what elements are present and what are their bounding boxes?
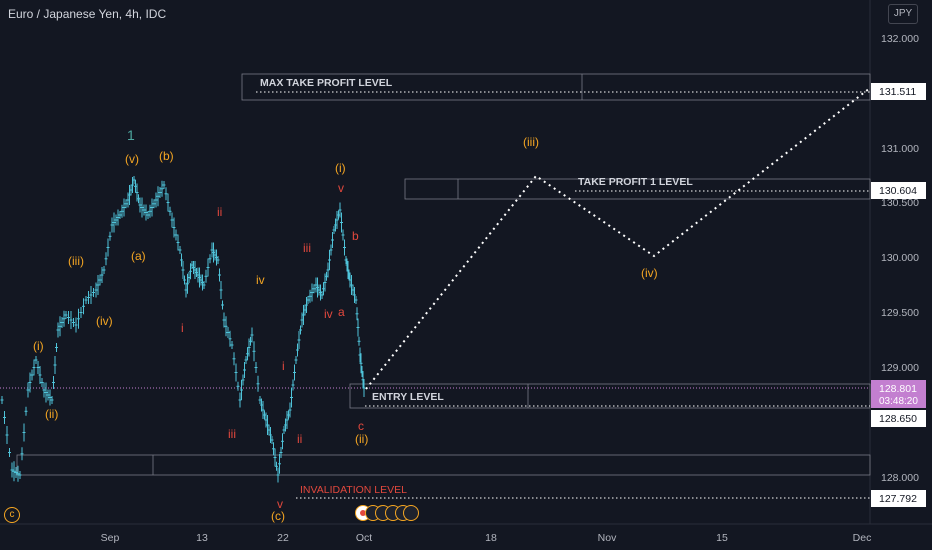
currency-button[interactable]: JPY (888, 4, 918, 24)
entry-price-label: 128.650 (879, 413, 917, 425)
candles (0, 176, 366, 483)
wave-label: c (358, 419, 364, 433)
time-axis[interactable]: Sep 13 22 Oct 18 Nov 15 Dec (101, 532, 872, 544)
wave-label: (iv) (96, 314, 113, 328)
current-price-label-bg (871, 380, 926, 408)
level-labels: MAX TAKE PROFIT LEVEL TAKE PROFIT 1 LEVE… (260, 77, 693, 496)
wave-label: iv (256, 273, 265, 287)
wave-label: ii (297, 432, 302, 446)
wave-label: iv (324, 307, 333, 321)
time-tick: Sep (101, 532, 120, 544)
countdown-label: 03:48:20 (879, 396, 918, 407)
wave-label: (iii) (68, 254, 84, 268)
wave-labels: 1 (v) (b) (iii) (a) (iv) (i) (ii) ii i i… (33, 127, 658, 523)
wave-label: 1 (127, 127, 135, 143)
zone-rectangles (16, 73, 871, 476)
level-lines (256, 91, 870, 499)
wave-label: v (338, 181, 344, 195)
wave-label: v (277, 497, 283, 511)
max-tp-price-label-bg (871, 83, 926, 100)
entry-zone[interactable] (349, 383, 871, 409)
wave-label: (i) (33, 339, 44, 353)
wave-label: (iv) (641, 266, 658, 280)
wave-label: a (338, 305, 345, 319)
wave-label: (v) (125, 152, 139, 166)
price-tick: 129.000 (881, 362, 919, 374)
price-tick: 130.000 (881, 252, 919, 264)
price-axis[interactable]: 132.000 131.000 130.500 130.000 129.500 … (881, 33, 919, 484)
time-tick: 13 (196, 532, 208, 544)
wave-label: (ii) (45, 407, 58, 421)
wave-label: i (282, 359, 285, 373)
wave-label: (ii) (355, 432, 368, 446)
price-tick: 130.500 (881, 197, 919, 209)
wave-label: iii (303, 241, 311, 255)
current-price-label: 128.801 (879, 383, 917, 395)
time-tick: Nov (598, 532, 617, 544)
wave-label: (iii) (523, 135, 539, 149)
price-axis-labels: 131.511 130.604 128.650 127.792 128.801 … (871, 83, 926, 507)
wave-c-badge[interactable]: c (4, 507, 20, 523)
tp1-price-label-bg (871, 182, 926, 199)
time-tick: 18 (485, 532, 497, 544)
time-tick: 22 (277, 532, 289, 544)
wave-label: ii (217, 205, 222, 219)
wave-label: (a) (131, 249, 146, 263)
event-markers[interactable] (355, 505, 419, 523)
price-tick: 128.000 (881, 472, 919, 484)
invalidation-price-label-bg (871, 490, 926, 507)
wave-label: iii (228, 427, 236, 441)
tp1-label: TAKE PROFIT 1 LEVEL (578, 176, 693, 188)
tp1-zone[interactable] (404, 178, 871, 200)
invalidation-price-label: 127.792 (879, 493, 917, 505)
wave-label: (i) (335, 161, 346, 175)
max-tp-label: MAX TAKE PROFIT LEVEL (260, 77, 393, 89)
time-tick: Dec (853, 532, 872, 544)
wave-label: i (181, 321, 184, 335)
invalidation-zone[interactable] (16, 454, 871, 476)
symbol-title[interactable]: Euro / Japanese Yen, 4h, IDC (8, 7, 167, 21)
max-tp-price-label: 131.511 (879, 86, 916, 98)
price-tick: 129.500 (881, 307, 919, 319)
max-tp-zone[interactable] (241, 73, 871, 101)
event-marker-icon[interactable] (403, 505, 419, 521)
projection-path[interactable] (365, 87, 871, 390)
invalidation-label: INVALIDATION LEVEL (300, 484, 407, 496)
wave-label: (c) (271, 509, 285, 523)
wave-label: (b) (159, 149, 174, 163)
price-tick: 131.000 (881, 143, 919, 155)
time-tick: Oct (356, 532, 372, 544)
entry-price-label-bg (871, 410, 926, 427)
entry-label: ENTRY LEVEL (372, 391, 444, 403)
tp1-price-label: 130.604 (879, 185, 917, 197)
wave-label: b (352, 229, 359, 243)
price-tick: 132.000 (881, 33, 919, 45)
time-tick: 15 (716, 532, 728, 544)
